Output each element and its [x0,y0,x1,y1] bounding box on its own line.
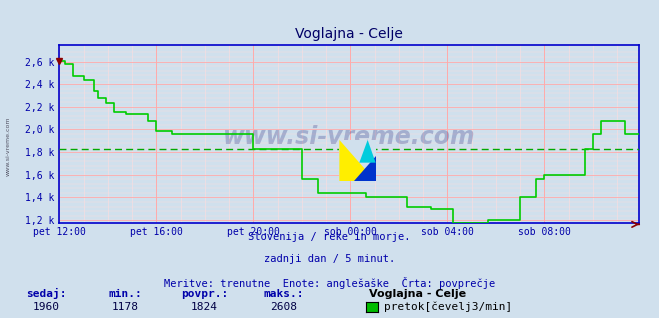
Text: Meritve: trenutne  Enote: anglešaške  Črta: povprečje: Meritve: trenutne Enote: anglešaške Črta… [164,277,495,289]
Text: zadnji dan / 5 minut.: zadnji dan / 5 minut. [264,254,395,264]
Text: 1178: 1178 [112,302,138,312]
Text: povpr.:: povpr.: [181,289,228,299]
Text: www.si-vreme.com: www.si-vreme.com [6,116,11,176]
Text: www.si-vreme.com: www.si-vreme.com [223,125,476,149]
Text: 2608: 2608 [270,302,297,312]
Polygon shape [359,140,376,162]
Title: Voglajna - Celje: Voglajna - Celje [295,27,403,41]
Text: 1960: 1960 [33,302,59,312]
Text: Voglajna - Celje: Voglajna - Celje [369,289,466,299]
Polygon shape [339,140,376,181]
Polygon shape [354,156,376,181]
Text: sedaj:: sedaj: [26,288,67,299]
Text: Slovenija / reke in morje.: Slovenija / reke in morje. [248,232,411,242]
Text: min.:: min.: [108,289,142,299]
Text: 1824: 1824 [191,302,217,312]
Text: pretok[čevelj3/min]: pretok[čevelj3/min] [384,301,512,312]
Text: maks.:: maks.: [263,289,304,299]
